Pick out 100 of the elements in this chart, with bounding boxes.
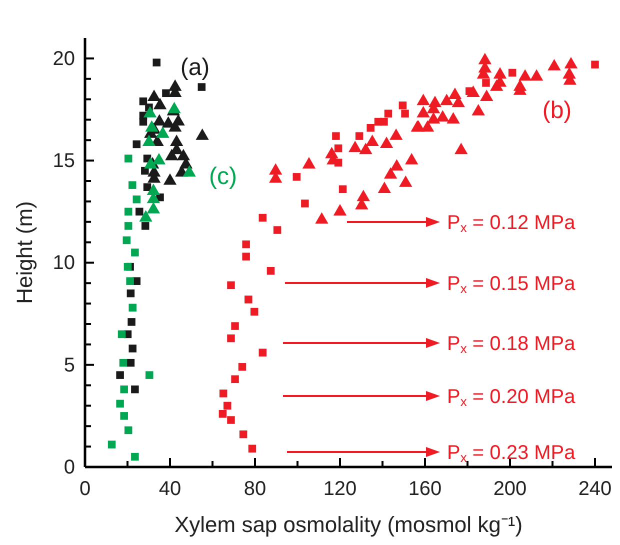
point	[116, 371, 124, 379]
point	[231, 375, 239, 384]
point	[564, 56, 578, 68]
point	[405, 152, 418, 164]
point	[219, 390, 228, 398]
y-tick-label: 5	[64, 354, 75, 376]
point	[128, 344, 136, 352]
point	[292, 173, 301, 181]
x-tick-label: 200	[493, 478, 527, 500]
point	[258, 348, 267, 356]
x-tick-label: 160	[408, 478, 442, 500]
point	[530, 69, 544, 81]
point	[334, 144, 342, 152]
point	[118, 330, 126, 338]
point	[108, 440, 116, 448]
point	[146, 371, 154, 379]
x-tick-label: 40	[158, 478, 182, 500]
annotation: P$_{x}$ = 0.12 MPa	[447, 212, 576, 236]
point	[170, 134, 184, 146]
point	[132, 196, 141, 204]
x-tick-label: 0	[79, 478, 91, 500]
point	[242, 252, 250, 260]
point	[258, 214, 267, 222]
x-tick-label: 80	[244, 478, 266, 500]
point	[390, 128, 403, 140]
point	[131, 386, 139, 394]
annotation: (b)	[542, 97, 572, 124]
point	[231, 322, 239, 330]
point	[384, 167, 398, 179]
point	[490, 79, 504, 91]
point	[124, 208, 132, 216]
point	[131, 452, 139, 461]
point	[416, 106, 430, 118]
point	[436, 110, 450, 122]
point	[147, 90, 161, 102]
point	[196, 128, 209, 140]
point	[266, 267, 275, 275]
point	[146, 184, 160, 196]
point	[315, 212, 328, 224]
point	[426, 112, 440, 124]
point	[440, 94, 454, 106]
point	[380, 136, 394, 148]
annotation: P$_{x}$ = 0.20 MPa	[447, 386, 576, 410]
point	[153, 98, 167, 110]
point	[227, 281, 235, 290]
point	[239, 430, 248, 438]
point	[182, 165, 196, 177]
point	[480, 90, 494, 102]
y-tick-label: 0	[64, 456, 75, 478]
x-axis-title: Xylem sap osmolality (mosmol kg⁻¹)	[174, 512, 523, 537]
point	[136, 208, 144, 216]
point	[466, 86, 480, 97]
point	[242, 240, 250, 248]
point	[338, 185, 347, 194]
point	[301, 200, 309, 208]
point	[244, 296, 252, 304]
point	[446, 112, 460, 124]
point	[366, 134, 379, 146]
point	[141, 222, 150, 230]
point	[146, 202, 160, 214]
annotation: (a)	[180, 54, 210, 81]
annotation: (c)	[209, 163, 237, 190]
point	[120, 412, 128, 420]
point	[416, 94, 430, 106]
point	[356, 190, 370, 202]
point	[248, 444, 256, 452]
point	[156, 126, 170, 138]
annotation: P$_{x}$ = 0.23 MPa	[447, 442, 576, 466]
annotation: P$_{x}$ = 0.15 MPa	[447, 273, 576, 296]
point	[128, 181, 136, 189]
x-tick-label: 120	[323, 478, 357, 500]
point	[120, 386, 128, 394]
point	[378, 182, 391, 193]
point	[124, 222, 132, 230]
point	[128, 318, 136, 326]
point	[145, 120, 158, 132]
point	[302, 157, 316, 168]
point	[359, 142, 372, 154]
point	[165, 148, 178, 160]
point	[250, 308, 258, 316]
point	[124, 154, 132, 162]
point	[390, 159, 404, 170]
point	[126, 289, 135, 298]
point	[399, 175, 412, 187]
point	[238, 363, 246, 371]
point	[124, 262, 132, 271]
x-tick-label: 240	[578, 478, 612, 500]
point	[227, 334, 235, 342]
point	[218, 410, 227, 418]
point	[478, 52, 492, 64]
point	[176, 148, 190, 160]
y-tick-label: 20	[52, 48, 75, 70]
point	[448, 88, 462, 99]
point	[472, 104, 485, 116]
point	[348, 140, 362, 152]
point	[152, 152, 166, 164]
point	[142, 134, 156, 146]
point	[163, 173, 177, 185]
point	[273, 226, 282, 234]
point	[454, 142, 468, 154]
